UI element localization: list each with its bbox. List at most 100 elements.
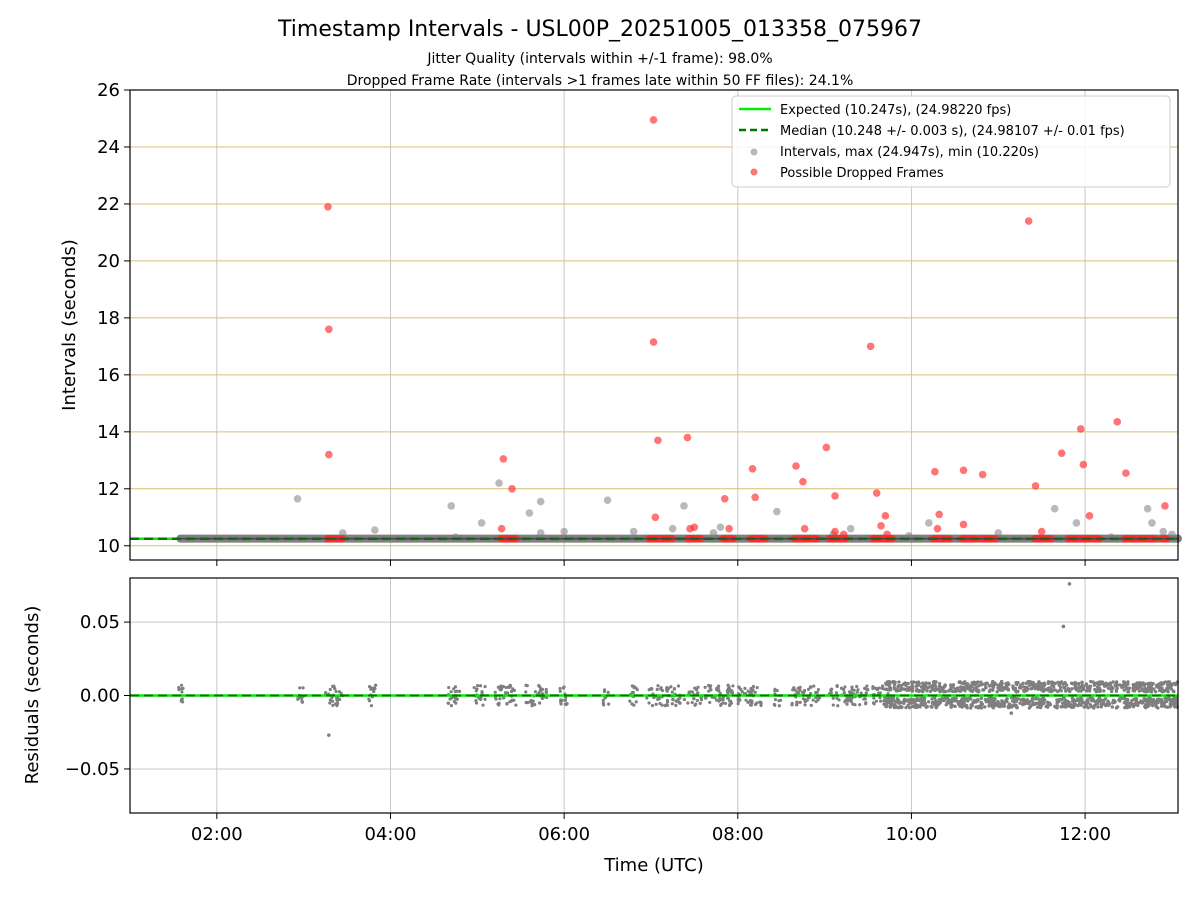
residual-point — [1042, 698, 1047, 702]
residual-point — [998, 704, 1002, 709]
residual-point — [1147, 697, 1152, 701]
residual-point — [1163, 700, 1167, 704]
residual-point — [1026, 687, 1030, 691]
residual-point — [1022, 689, 1027, 694]
residual-point — [448, 697, 452, 701]
residual-point — [601, 698, 605, 702]
residual-point — [884, 682, 889, 687]
residual-point — [906, 688, 911, 692]
residual-point — [721, 698, 725, 702]
residual-point — [746, 689, 750, 693]
residual-point — [962, 685, 966, 690]
residual-point — [926, 700, 931, 704]
residual-point — [1172, 702, 1176, 707]
dropped-point — [325, 325, 333, 334]
residual-point — [894, 700, 898, 704]
residual-point — [856, 688, 860, 692]
residual-point — [1011, 685, 1015, 689]
residual-point — [1122, 680, 1126, 684]
legend-intervals-label: Intervals, max (24.947s), min (10.220s) — [780, 145, 1039, 160]
residual-point — [1085, 689, 1089, 693]
residual-point — [736, 702, 740, 706]
residual-point — [717, 699, 721, 703]
residual-point — [991, 706, 996, 710]
residual-point — [850, 685, 854, 689]
residual-point — [744, 698, 748, 702]
residual-point — [452, 699, 456, 704]
residual-point — [809, 703, 813, 707]
residual-point — [901, 687, 905, 691]
residual-point — [1097, 696, 1102, 700]
dropped-point — [799, 477, 807, 486]
residual-point — [682, 697, 687, 702]
residual-point — [179, 699, 183, 703]
residual-point — [837, 698, 841, 702]
residual-point — [964, 703, 969, 708]
residual-point — [1087, 689, 1092, 693]
interval-point — [773, 507, 781, 516]
residual-point — [324, 691, 328, 695]
top-plot-frame — [129, 89, 1179, 561]
residual-point — [687, 691, 691, 695]
x-tick-label: 10:00 — [886, 824, 938, 845]
residual-point — [1025, 701, 1029, 705]
residual-point — [961, 681, 965, 686]
residual-point — [1098, 688, 1102, 692]
dropped-point — [654, 436, 662, 445]
x-tick-label: 04:00 — [365, 824, 417, 845]
residual-point — [920, 684, 925, 688]
residual-point — [981, 688, 985, 692]
residual-point — [894, 705, 899, 710]
residual-point — [538, 701, 542, 705]
residual-point — [1041, 687, 1045, 691]
residual-point — [927, 681, 931, 686]
residual-point — [897, 680, 901, 684]
residual-point — [979, 700, 984, 705]
residual-point — [731, 684, 735, 688]
residual-point — [506, 685, 510, 689]
residual-point — [777, 704, 781, 708]
residual-point — [983, 705, 987, 709]
residual-point — [1082, 705, 1086, 709]
residual-point — [331, 699, 335, 703]
residual-point — [990, 699, 995, 703]
residual-point — [544, 687, 548, 692]
residual-point — [1102, 689, 1106, 693]
residual-point — [607, 702, 611, 706]
residual-point — [773, 687, 777, 691]
residual-point — [1092, 703, 1097, 708]
residual-point — [1049, 680, 1054, 684]
residual-point — [922, 699, 926, 703]
residual-point — [1095, 681, 1099, 685]
residual-point — [667, 686, 671, 691]
residual-point — [1126, 702, 1130, 707]
interval-point — [994, 529, 1003, 537]
dropped-point — [933, 524, 942, 533]
residual-point — [723, 701, 728, 706]
dropped-point — [792, 462, 800, 470]
interval-point — [709, 529, 718, 537]
residual-point — [755, 685, 759, 690]
residual-point — [674, 699, 678, 703]
interval-point — [603, 496, 612, 504]
residual-point — [656, 697, 660, 701]
residual-point — [1156, 700, 1160, 705]
residual-point — [928, 689, 933, 694]
chart-title: Timestamp Intervals - USL00P_20251005_01… — [277, 17, 922, 42]
residual-point — [1011, 698, 1015, 703]
residual-point — [748, 699, 752, 704]
residual-point — [902, 701, 906, 706]
residual-point — [1070, 696, 1074, 700]
legend: Expected (10.247s), (24.98220 fps) Media… — [731, 95, 1171, 188]
residual-point — [755, 701, 759, 705]
residual-point — [773, 697, 778, 702]
x-tick-label: 06:00 — [538, 824, 590, 845]
residual-point — [1152, 687, 1156, 691]
residual-point — [374, 683, 378, 687]
residual-point — [737, 697, 741, 701]
residual-point — [891, 680, 895, 684]
residual-point — [934, 699, 938, 703]
residual-point — [474, 701, 479, 705]
residual-point — [831, 703, 835, 707]
